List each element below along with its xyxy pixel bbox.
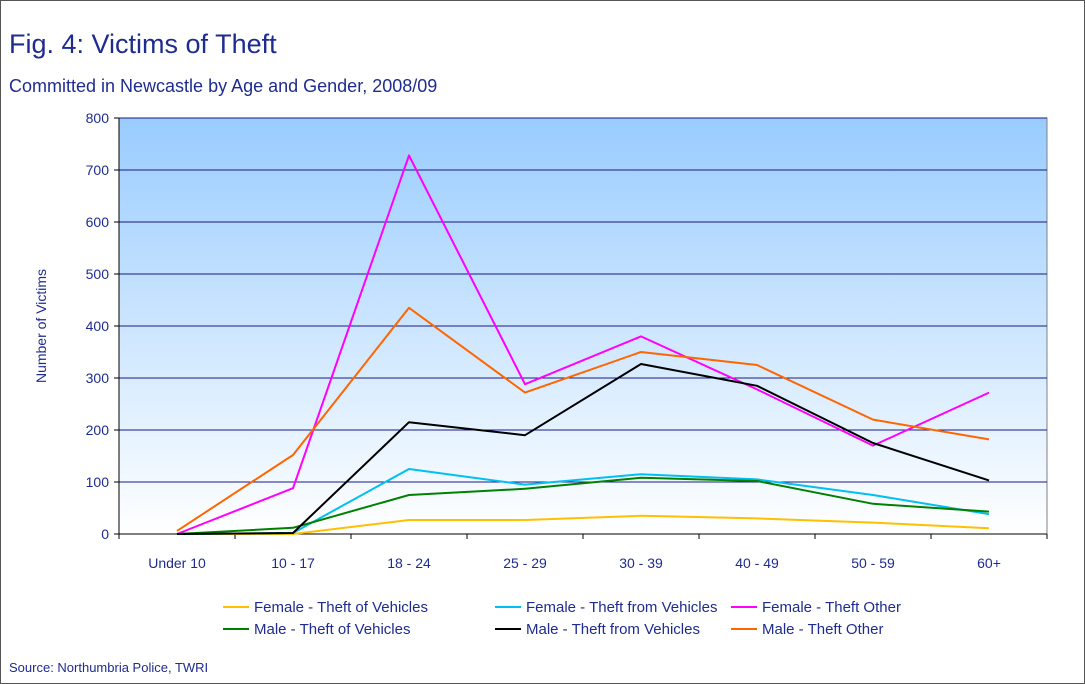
series-line-6	[176, 306, 990, 532]
legend-label: Female - Theft Other	[762, 599, 901, 616]
y-tick-label: 100	[86, 474, 110, 490]
legend-label: Male - Theft Other	[762, 621, 883, 638]
y-tick-label: 500	[86, 266, 110, 282]
source-note: Source: Northumbria Police, TWRI	[9, 660, 209, 675]
series-line-5	[176, 363, 990, 535]
series-line-1	[177, 514, 990, 535]
legend-label: Male - Theft from Vehicles	[526, 621, 700, 638]
y-tick-label: 800	[86, 110, 110, 126]
series-line-3	[176, 154, 990, 535]
legend-label: Male - Theft of Vehicles	[254, 621, 410, 638]
y-tick-label: 600	[86, 214, 110, 230]
chart-title: Fig. 4: Victims of Theft	[9, 29, 277, 59]
x-tick-label: 25 - 29	[503, 555, 547, 571]
y-tick-label: 200	[86, 422, 110, 438]
x-tick-label: 30 - 39	[619, 555, 663, 571]
y-tick-label: 300	[86, 370, 110, 386]
x-tick-label: 60+	[977, 555, 1001, 571]
y-tick-label: 0	[101, 526, 109, 542]
x-tick-label: 50 - 59	[851, 555, 895, 571]
x-tick-label: Under 10	[148, 555, 206, 571]
y-tick-label: 400	[86, 318, 110, 334]
chart-subtitle: Committed in Newcastle by Age and Gender…	[9, 76, 438, 96]
legend-label: Female - Theft of Vehicles	[254, 599, 428, 616]
x-tick-label: 40 - 49	[735, 555, 779, 571]
y-axis-label: Number of Victims	[33, 269, 49, 383]
series-line-4	[176, 476, 990, 535]
x-tick-label: 10 - 17	[271, 555, 315, 571]
x-tick-label: 18 - 24	[387, 555, 431, 571]
y-tick-label: 700	[86, 162, 110, 178]
legend-label: Female - Theft from Vehicles	[526, 599, 717, 616]
